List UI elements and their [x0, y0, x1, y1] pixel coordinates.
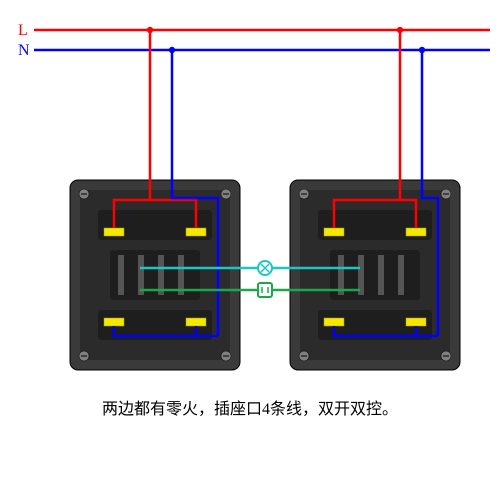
terminal	[186, 318, 206, 326]
terminal	[406, 318, 426, 326]
label-N: N	[18, 42, 30, 59]
label-L: L	[18, 22, 28, 39]
terminal	[186, 228, 206, 236]
wire-node	[147, 27, 153, 33]
caption-text: 两边都有零火，插座口4条线，双开双控。	[0, 395, 500, 419]
terminal	[324, 228, 344, 236]
terminal	[104, 228, 124, 236]
terminal	[104, 318, 124, 326]
wire-node	[397, 27, 403, 33]
wire-node	[419, 47, 425, 53]
terminal	[406, 228, 426, 236]
socket-icon	[258, 283, 272, 297]
switch-right	[290, 180, 460, 370]
wire-node	[169, 47, 175, 53]
switch-left	[70, 180, 240, 370]
terminal	[324, 318, 344, 326]
lamp-icon	[258, 261, 272, 275]
